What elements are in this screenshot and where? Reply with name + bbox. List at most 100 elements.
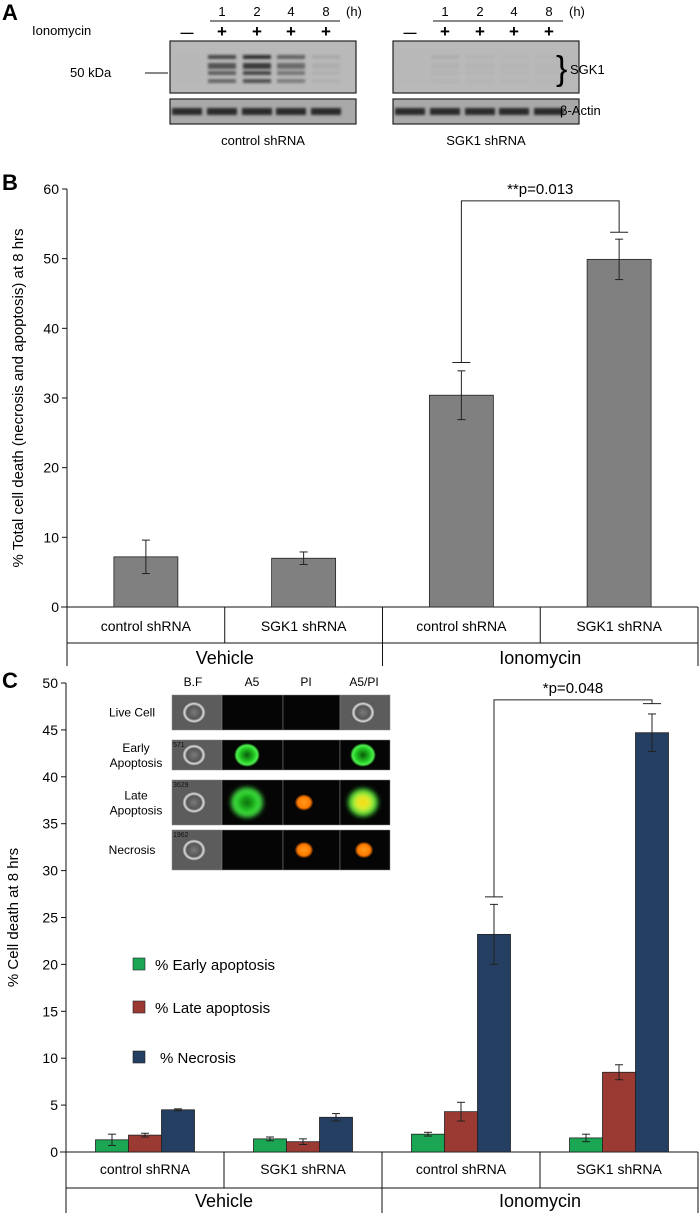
inset-row-label: Apoptosis (110, 804, 163, 818)
sgk1-band (500, 63, 528, 69)
sgk1-band (312, 55, 340, 59)
inset-cell-id: 571 (173, 742, 185, 749)
legend-swatch (132, 957, 146, 971)
treatment-label: Ionomycin (32, 23, 91, 38)
bar (428, 394, 494, 608)
y-tick-label: 20 (43, 460, 59, 476)
y-tick-label: 15 (42, 1003, 58, 1019)
sgk1-band (396, 55, 424, 59)
x-tick-label: control shRNA (416, 1161, 507, 1177)
actin-label: β-Actin (560, 103, 601, 118)
cell-image (182, 744, 206, 766)
actin-band (430, 108, 460, 115)
bar (477, 933, 511, 1153)
y-tick-label: 50 (43, 251, 59, 267)
sgk1-band (431, 63, 459, 69)
panel-b-letter: B (2, 170, 18, 195)
sgk1-band (466, 71, 494, 75)
sgk1-band (396, 79, 424, 83)
inset-column-label: A5/PI (349, 675, 378, 689)
bar (271, 557, 337, 608)
cell-image (347, 787, 379, 818)
bar (586, 258, 652, 608)
treatment-mark: — (181, 25, 194, 40)
actin-band (395, 108, 425, 115)
bar (411, 1133, 445, 1153)
blot-1: 1 2 4 8 (h) — + + + + control shRNA (169, 4, 362, 148)
cell-image (351, 701, 375, 724)
sgk1-band (396, 63, 424, 69)
hours-label: (h) (569, 4, 585, 19)
x-tick-label: control shRNA (416, 618, 507, 634)
time-point-label: 2 (253, 4, 260, 19)
panel-a: A Ionomycin 50 kDa 1 2 4 8 (h) — + + + + control s… (2, 0, 605, 148)
sgk1-band (431, 79, 459, 83)
y-tick-label: 0 (51, 599, 59, 615)
x-tick-label: SGK1 shRNA (576, 1161, 662, 1177)
sgk1-brace: } (556, 50, 567, 88)
x-tick-label: control shRNA (100, 1161, 191, 1177)
y-tick-label: 60 (43, 181, 59, 197)
hours-label: (h) (346, 4, 362, 19)
treatment-mark: + (321, 22, 331, 41)
inset-tile (282, 694, 341, 731)
inset-column-label: B.F (184, 675, 203, 689)
bar (161, 1109, 195, 1153)
significance-bracket (493, 699, 653, 897)
treatment-mark: + (475, 22, 485, 41)
y-tick-label: 5 (50, 1097, 58, 1113)
group-label: Ionomycin (499, 1191, 581, 1211)
time-point-label: 8 (322, 4, 329, 19)
blot-caption: control shRNA (221, 133, 305, 148)
inset-row-label: Apoptosis (110, 756, 163, 770)
bar (319, 1116, 353, 1153)
inset-tile (221, 694, 284, 731)
sgk1-band (243, 79, 271, 83)
time-point-label: 4 (287, 4, 294, 19)
y-tick-label: 10 (42, 1050, 58, 1066)
significance-label: *p=0.048 (543, 680, 603, 697)
sgk1-band (243, 71, 271, 75)
x-tick-label: SGK1 shRNA (576, 618, 662, 634)
x-tick-label: SGK1 shRNA (261, 618, 347, 634)
sgk1-band (396, 71, 424, 75)
bar (635, 732, 669, 1153)
significance-label: **p=0.013 (507, 181, 573, 198)
sgk1-band (173, 55, 201, 59)
y-axis-label: % Total cell death (necrosis and apoptos… (10, 228, 27, 567)
inset-cell-id: 1962 (173, 832, 189, 839)
sgk1-band (535, 63, 563, 69)
sgk1-band (431, 55, 459, 59)
inset-row-label: Early (122, 741, 149, 755)
y-tick-label: 40 (42, 769, 58, 785)
sgk1-band (500, 55, 528, 59)
cell-image (295, 842, 313, 858)
actin-band (465, 108, 495, 115)
inset-tile (282, 739, 341, 771)
x-tick-label: SGK1 shRNA (260, 1161, 346, 1177)
inset-column-label: PI (300, 675, 311, 689)
legend-label: % Early apoptosis (155, 957, 275, 974)
time-point-label: 8 (545, 4, 552, 19)
legend-swatch (132, 1000, 146, 1014)
y-tick-label: 40 (43, 320, 59, 336)
y-tick-label: 0 (50, 1144, 58, 1160)
group-label: Ionomycin (499, 648, 581, 668)
actin-band (311, 108, 341, 115)
treatment-mark: + (509, 22, 519, 41)
sgk1-label: SGK1 (570, 62, 605, 77)
actin-band (172, 108, 202, 115)
actin-band (276, 108, 306, 115)
sgk1-band (208, 79, 236, 83)
sgk1-band (466, 79, 494, 83)
sgk1-band (277, 55, 305, 59)
y-tick-label: 25 (42, 910, 58, 926)
treatment-mark: + (217, 22, 227, 41)
actin-band (534, 108, 564, 115)
bar (128, 1134, 162, 1153)
y-tick-label: 50 (42, 675, 58, 691)
inset-row-label: Live Cell (109, 706, 155, 720)
cell-image (182, 701, 206, 724)
cell-image (355, 842, 373, 858)
